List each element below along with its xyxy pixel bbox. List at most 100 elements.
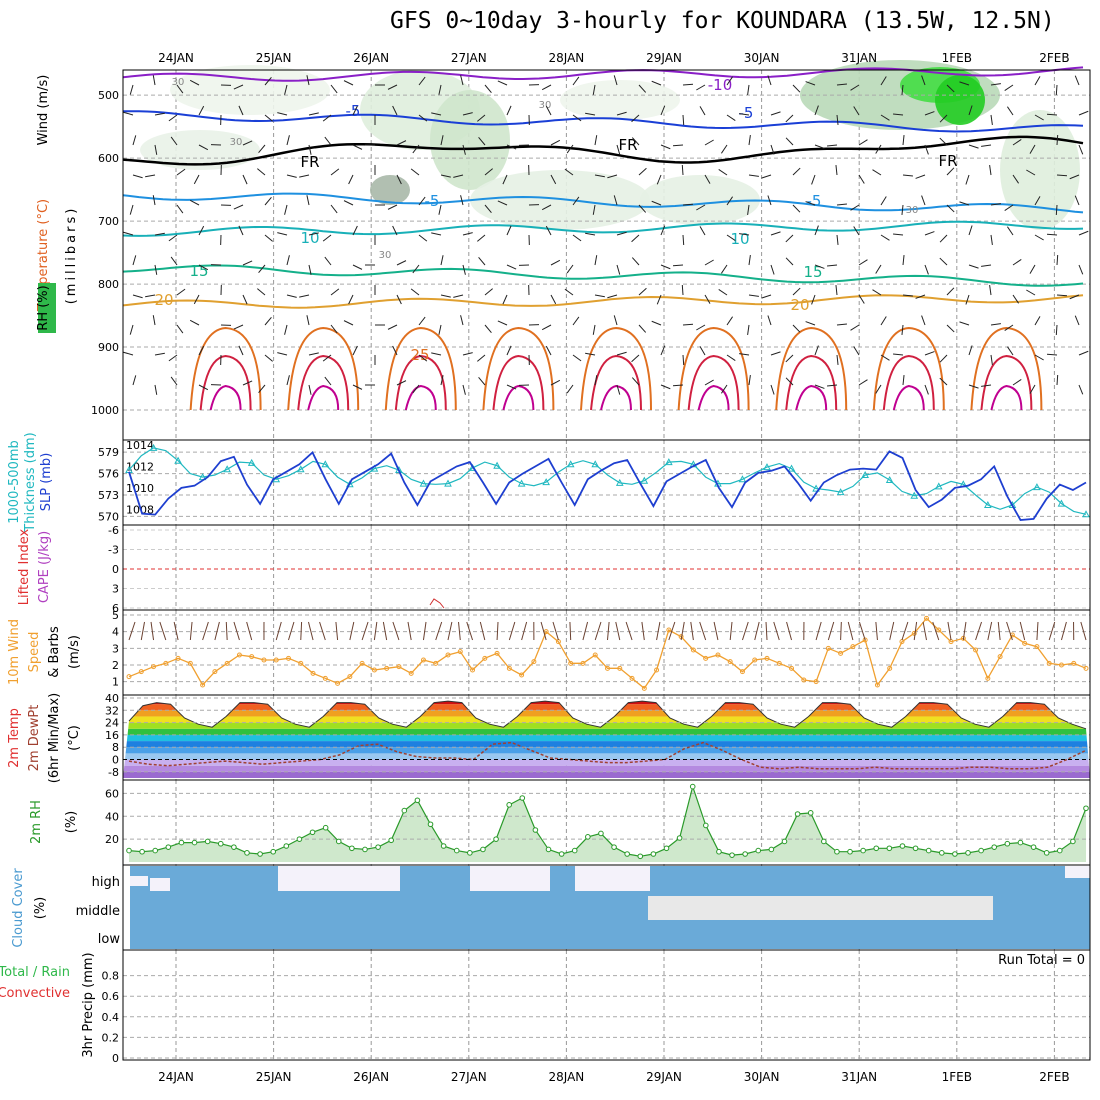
thickness-point [812,484,820,492]
wind-barb [924,264,929,275]
thickness-point [174,456,182,464]
wind-speed-point [592,652,598,658]
wind-barb [981,144,992,147]
thickness-point [615,478,624,486]
wind-barb [1004,204,1014,212]
rh-point [506,802,512,808]
wind-speed-point [494,650,500,656]
wind-barb [154,144,158,155]
date-label-top: 2FEB [1039,51,1069,65]
wind-barb [277,232,288,236]
cloud-gap [575,866,650,891]
wind-barb [1056,134,1059,146]
wind-barb [748,375,751,386]
date-label-top: 30JAN [744,51,780,65]
wind-barb [462,384,466,395]
wind-barb [656,294,662,305]
wind10-barb [922,621,927,641]
wind-barb [396,294,402,305]
wind-barb [440,294,451,298]
cape-axis-label: CAPE (J/kg) [37,531,52,603]
rh-point [978,847,984,854]
wind-barb [607,174,618,179]
wind-barb [946,324,955,333]
rh-point [204,838,211,845]
wind-barb [129,84,134,95]
temp-band [123,765,1090,772]
wind-barb [631,377,640,386]
wind-barb [1006,226,1014,236]
rh-point [126,847,132,854]
wind-speed-point [654,667,660,673]
wind-barb [704,294,711,304]
thickness-tick: 573 [98,489,119,502]
wind-barb [306,195,310,206]
wind-barb [550,294,557,305]
wind10-axis-label-3: & Barbs [47,626,62,678]
wind-barb [696,324,706,331]
wind-barb [959,201,970,206]
wind-barb [154,112,165,116]
wind-barb [792,324,801,333]
thickness-point [321,460,330,468]
wind-barb [1078,110,1089,116]
wind10-barb [173,621,179,641]
rh-shading [140,130,260,170]
wind-speed-point [568,660,574,666]
wind10-barb [150,621,155,641]
wind10-barb [233,621,240,641]
thickness-point [542,478,550,486]
pressure-axis-label: (millibars) [64,206,79,305]
wind10-barb [569,621,572,641]
wind-speed-point [887,665,893,671]
wind-barb [880,76,887,86]
wind-barb [396,174,402,185]
temp-axis-label-3: (6hr Min/Max) [47,693,62,783]
wind-speed-point [666,627,672,633]
wind-barb [566,384,574,394]
wind-barb [1004,324,1014,332]
wind-barb [440,375,444,386]
isotherm-35 [795,384,828,411]
wind-barb [902,174,913,177]
wind-barb [682,83,694,86]
wind10-barb [741,621,749,641]
wind10-barb [349,621,355,641]
wind-barb [696,204,706,211]
wind-barb [1074,75,1080,86]
wind-barb [497,80,508,86]
precip-tick: 0.8 [102,970,120,983]
wind-barb [1006,346,1014,356]
wind-speed-point [1046,660,1052,666]
wind-barb [440,174,451,178]
temp-band [123,710,1090,717]
wind-barb [242,174,248,185]
wind-barb [1055,84,1058,96]
wind-speed-point [911,630,917,636]
wind-speed-point [874,682,880,688]
wind10-barb [786,621,793,641]
wind-barb [438,204,442,215]
wind-barb [616,231,627,236]
isotherm-30 [394,354,447,411]
rh-point [1004,840,1011,847]
wind-barb [1069,294,1080,300]
rh-point [860,847,866,854]
wind-barb [880,196,887,206]
wind-barb [462,264,466,275]
rh-point [663,845,670,852]
rh-tick: 40 [105,810,119,823]
wind-speed-point [175,655,181,661]
wind-barb [704,259,714,266]
wind-barb [968,144,979,149]
isotherm-25 [384,326,457,411]
isotherm-label: 15 [189,262,208,280]
date-label-top: 29JAN [646,51,682,65]
wind-barb [286,375,290,386]
rh-point [467,850,473,856]
wind-barb [681,164,684,176]
wind-barb [990,83,1001,86]
rh-point [729,852,735,858]
wind10-barb [668,621,676,641]
wind10-barb [840,621,842,641]
